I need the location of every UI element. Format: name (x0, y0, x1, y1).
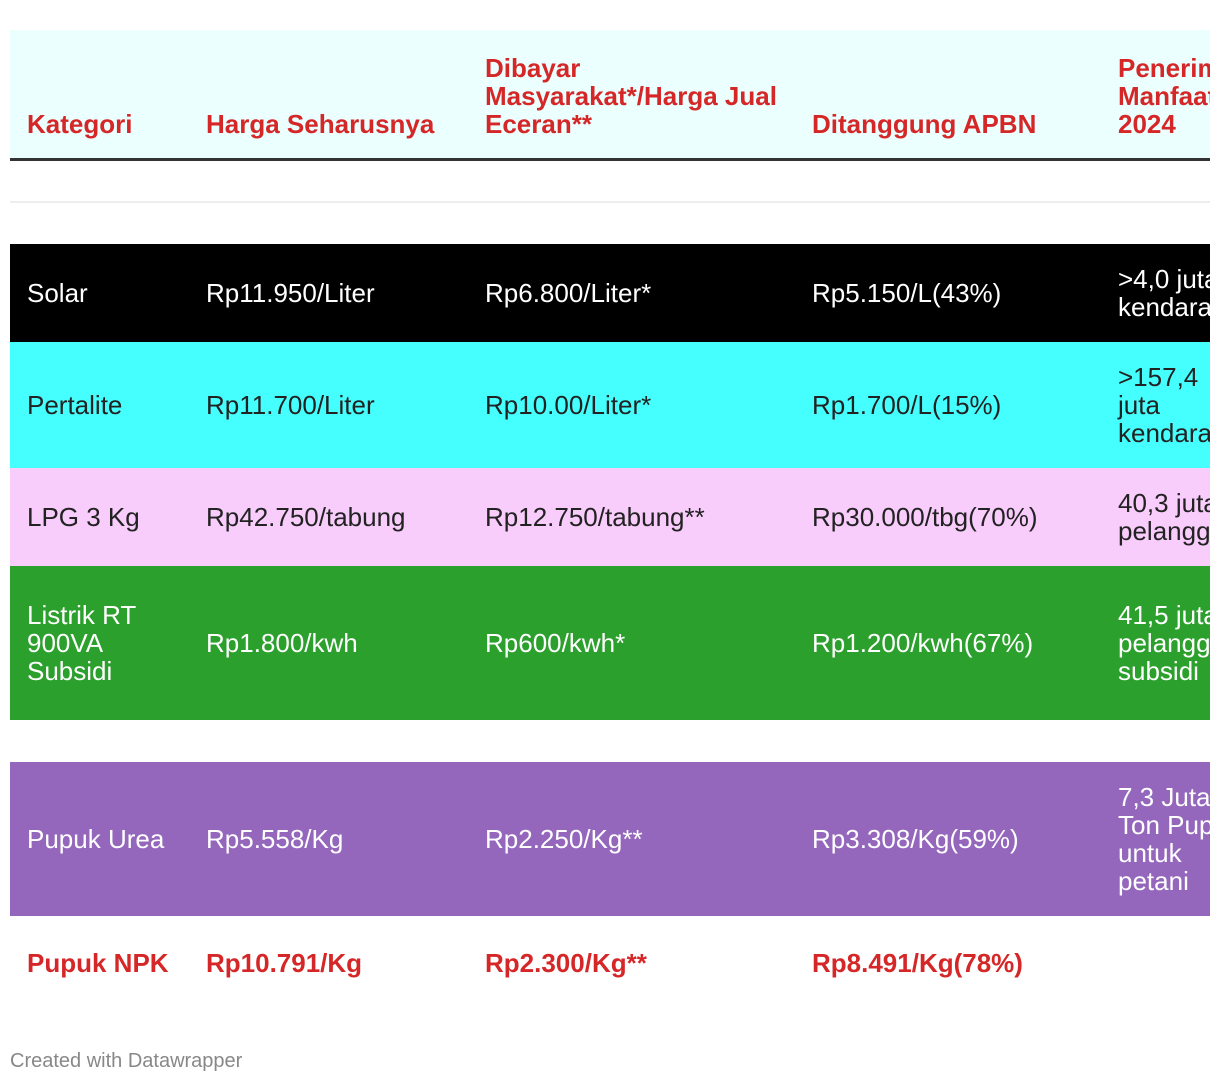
table-row: Listrik RT 900VA Subsidi Rp1.800/kwh Rp600… (10, 566, 1210, 720)
cell: Dibayar Masyarakat*/Harga Jual Eceran** (485, 30, 795, 158)
table-row: LPG 3 Kg Rp42.750/tabung Rp12.750/tabung**… (10, 468, 1210, 566)
cell: Kategori (27, 30, 177, 158)
cell: Rp10.791/Kg (206, 916, 466, 1010)
cell-text: Rp42.750/tabung (206, 502, 406, 532)
cell-text: Rp11.700/Liter (206, 390, 375, 420)
cell: Rp6.800/Liter* (485, 244, 795, 342)
cell: Rp42.750/tabung (206, 468, 466, 566)
cell: Penerima Manfaat 2024 (1118, 30, 1210, 158)
cell-text: LPG 3 Kg (27, 502, 140, 532)
cell: Ditanggung APBN (812, 30, 1102, 158)
cell: Rp12.750/tabung** (485, 468, 795, 566)
cell: Harga Seharusnya (206, 30, 466, 158)
cell-text: Harga Seharusnya (206, 109, 435, 139)
cell: Rp30.000/tbg(70%) (812, 468, 1102, 566)
cell: Rp1.700/L(15%) (812, 342, 1102, 468)
cell: Rp1.200/kwh(67%) (812, 566, 1102, 720)
cell-text: Rp1.800/kwh (206, 628, 358, 658)
cell: Pertalite (27, 342, 177, 468)
cell: >157,4 juta kendaraan (1118, 342, 1210, 468)
cell: Listrik RT 900VA Subsidi (27, 566, 177, 720)
cell: Pupuk Urea (27, 762, 177, 916)
cell: Rp5.558/Kg (206, 762, 466, 916)
cell: Rp8.491/Kg(78%) (812, 916, 1102, 1010)
cell-text: Rp5.150/L(43%) (812, 278, 1002, 308)
cell-text: Rp1.200/kwh(67%) (812, 628, 1034, 658)
cell: LPG 3 Kg (27, 468, 177, 566)
cell-text: >157,4 juta kendaraan (1118, 362, 1210, 448)
cell-text: 7,3 Juta Ton Pupuk untuk petani (1118, 782, 1210, 896)
cell-text: Ditanggung APBN (812, 109, 1037, 139)
header-row: Kategori Harga Seharusnya Dibayar Masyarak… (10, 30, 1210, 161)
cell: Rp2.250/Kg** (485, 762, 795, 916)
cell-text: Dibayar Masyarakat*/Harga Jual Eceran** (485, 53, 777, 139)
table-row: Solar Rp11.950/Liter Rp6.800/Liter* Rp5.150… (10, 244, 1210, 342)
footer: Created with Datawrapper (10, 1050, 243, 1072)
cell-text: Rp12.750/tabung** (485, 502, 705, 532)
cell-text: Rp8.491/Kg(78%) (812, 948, 1023, 978)
cell: Pupuk NPK (27, 916, 177, 1010)
cell: Rp5.150/L(43%) (812, 244, 1102, 342)
cell-text: Solar (27, 278, 88, 308)
table-row: Pupuk Urea Rp5.558/Kg Rp2.250/Kg** Rp3.308/… (10, 762, 1210, 916)
cell-text: Rp3.308/Kg(59%) (812, 824, 1019, 854)
table-row: Pertalite Rp11.700/Liter Rp10.00/Liter* Rp1… (10, 342, 1210, 468)
cell-text: Rp600/kwh* (485, 628, 626, 658)
cell: >4,0 juta kendaraan (1118, 244, 1210, 342)
cell-text: Pupuk Urea (27, 824, 165, 854)
cell-text: Rp1.700/L(15%) (812, 390, 1002, 420)
cell: 40,3 juta pelanggan (1118, 468, 1210, 566)
cell-text: Penerima Manfaat 2024 (1118, 53, 1210, 139)
cell-text: Pertalite (27, 390, 123, 420)
cell-text: Rp2.300/Kg** (485, 948, 647, 978)
cell-text: Rp6.800/Liter* (485, 278, 652, 308)
cell: Rp600/kwh* (485, 566, 795, 720)
cell: Rp11.950/Liter (206, 244, 466, 342)
cell-text: Pupuk NPK (27, 948, 169, 978)
cell: 41,5 juta pelanggan subsidi (1118, 566, 1210, 720)
cell: Rp3.308/Kg(59%) (812, 762, 1102, 916)
cell-text: 41,5 juta pelanggan subsidi (1118, 600, 1210, 686)
cell-text: Rp10.791/Kg (206, 948, 363, 978)
cell-text: >4,0 juta kendaraan (1118, 264, 1210, 322)
cell-text: Rp2.250/Kg** (485, 824, 643, 854)
separator (10, 201, 1210, 203)
cell: Rp11.700/Liter (206, 342, 466, 468)
cell-text: Rp10.00/Liter* (485, 390, 652, 420)
cell-text: 40,3 juta pelanggan (1118, 488, 1210, 546)
cell-text: Listrik RT 900VA Subsidi (27, 600, 136, 686)
cell: Solar (27, 244, 177, 342)
cell-text: Kategori (27, 109, 133, 139)
cell: Rp2.300/Kg** (485, 916, 795, 1010)
cell-text: Rp11.950/Liter (206, 278, 375, 308)
table-row: Pupuk NPK Rp10.791/Kg Rp2.300/Kg** Rp8.491/… (10, 916, 1210, 1010)
cell-text: Rp30.000/tbg(70%) (812, 502, 1038, 532)
table: Kategori Harga Seharusnya Dibayar Masyarak… (10, 0, 1210, 1030)
cell: 7,3 Juta Ton Pupuk untuk petani (1118, 762, 1210, 916)
cell-text: Rp5.558/Kg (206, 824, 344, 854)
cell: Rp10.00/Liter* (485, 342, 795, 468)
cell: Rp1.800/kwh (206, 566, 466, 720)
